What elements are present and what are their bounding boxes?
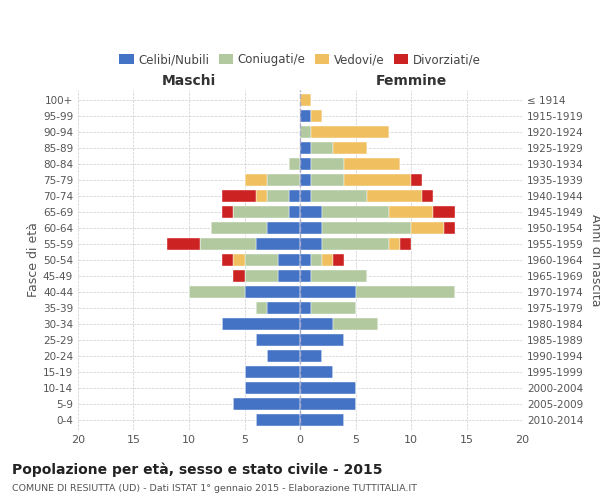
Bar [256,302,266,314]
Bar [300,174,311,186]
Bar [233,398,300,410]
Bar [433,206,455,218]
Bar [233,270,245,282]
Bar [311,142,334,154]
Bar [311,254,322,266]
Bar [245,254,278,266]
Bar [300,126,311,138]
Text: Popolazione per età, sesso e stato civile - 2015: Popolazione per età, sesso e stato civil… [12,462,383,477]
Text: Maschi: Maschi [162,74,216,88]
Bar [289,206,300,218]
Bar [222,190,256,202]
Bar [311,126,389,138]
Y-axis label: Anni di nascita: Anni di nascita [589,214,600,306]
Text: COMUNE DI RESIUTTA (UD) - Dati ISTAT 1° gennaio 2015 - Elaborazione TUTTITALIA.I: COMUNE DI RESIUTTA (UD) - Dati ISTAT 1° … [12,484,417,493]
Bar [311,110,322,122]
Bar [266,190,289,202]
Bar [300,254,311,266]
Bar [422,190,433,202]
Bar [300,382,355,394]
Bar [245,286,300,298]
Bar [322,254,334,266]
Bar [411,222,444,234]
Bar [311,302,355,314]
Bar [300,318,334,330]
Bar [311,190,367,202]
Bar [400,238,411,250]
Bar [233,206,289,218]
Legend: Celibi/Nubili, Coniugati/e, Vedovi/e, Divorziati/e: Celibi/Nubili, Coniugati/e, Vedovi/e, Di… [115,48,485,70]
Bar [266,222,300,234]
Bar [411,174,422,186]
Bar [300,238,322,250]
Bar [266,174,300,186]
Bar [444,222,455,234]
Bar [322,206,389,218]
Bar [334,142,367,154]
Bar [300,302,311,314]
Bar [278,254,300,266]
Bar [300,350,322,362]
Bar [322,238,389,250]
Bar [311,174,344,186]
Bar [189,286,245,298]
Bar [256,334,300,346]
Bar [300,398,355,410]
Bar [245,270,278,282]
Bar [300,190,311,202]
Bar [266,350,300,362]
Bar [211,222,266,234]
Bar [256,238,300,250]
Bar [311,270,367,282]
Bar [300,286,355,298]
Bar [300,206,322,218]
Bar [300,142,311,154]
Bar [200,238,256,250]
Bar [245,174,266,186]
Bar [300,366,334,378]
Bar [256,414,300,426]
Bar [389,206,433,218]
Bar [300,158,311,170]
Bar [300,110,311,122]
Bar [334,318,378,330]
Bar [300,222,322,234]
Bar [289,190,300,202]
Bar [245,366,300,378]
Bar [222,318,300,330]
Bar [256,190,266,202]
Bar [222,254,233,266]
Bar [222,206,233,218]
Bar [300,334,344,346]
Bar [344,174,411,186]
Bar [355,286,455,298]
Bar [278,270,300,282]
Bar [289,158,300,170]
Bar [167,238,200,250]
Bar [334,254,344,266]
Bar [367,190,422,202]
Bar [266,302,300,314]
Bar [389,238,400,250]
Bar [344,158,400,170]
Y-axis label: Fasce di età: Fasce di età [27,222,40,298]
Bar [300,94,311,106]
Bar [300,414,344,426]
Bar [245,382,300,394]
Bar [322,222,411,234]
Bar [300,270,311,282]
Bar [233,254,245,266]
Bar [311,158,344,170]
Text: Femmine: Femmine [376,74,446,88]
